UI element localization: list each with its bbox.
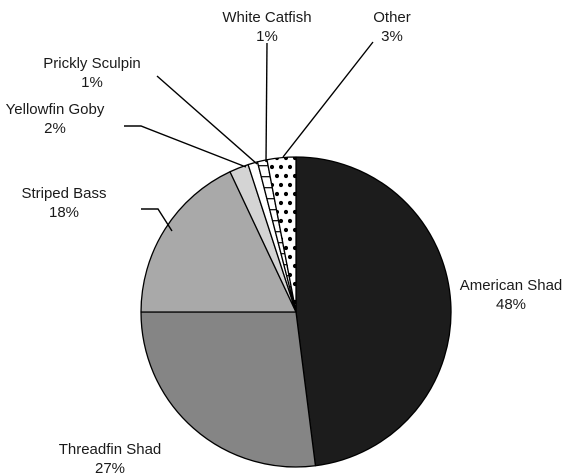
label-white-catfish-name: White Catfish (222, 9, 311, 26)
label-white-catfish-percent: 1% (256, 28, 278, 45)
label-prickly-sculpin-percent: 1% (81, 74, 103, 91)
label-other-percent: 3% (381, 28, 403, 45)
label-threadfin-shad-name: Threadfin Shad (59, 441, 162, 458)
label-other-name: Other (373, 9, 411, 26)
label-threadfin-shad-percent: 27% (95, 460, 125, 476)
leader-line-other (282, 41, 374, 158)
leader-line-prickly-sculpin (156, 75, 258, 165)
label-yellowfin-goby-percent: 2% (44, 120, 66, 137)
pie-slice-threadfin-shad (140, 311, 317, 468)
label-american-shad-percent: 48% (496, 296, 526, 313)
pie-slice-other (266, 156, 297, 313)
pie-slice-american-shad (295, 156, 452, 467)
leader-line-striped-bass (141, 208, 173, 232)
label-american-shad-name: American Shad (460, 277, 563, 294)
label-striped-bass-percent: 18% (49, 204, 79, 221)
pie-slice-striped-bass (140, 171, 297, 313)
label-prickly-sculpin-name: Prickly Sculpin (43, 55, 141, 72)
leader-line-yellowfin-goby (124, 125, 247, 168)
label-striped-bass-name: Striped Bass (21, 185, 106, 202)
leader-line-white-catfish (265, 42, 268, 163)
label-yellowfin-goby-name: Yellowfin Goby (6, 101, 105, 118)
